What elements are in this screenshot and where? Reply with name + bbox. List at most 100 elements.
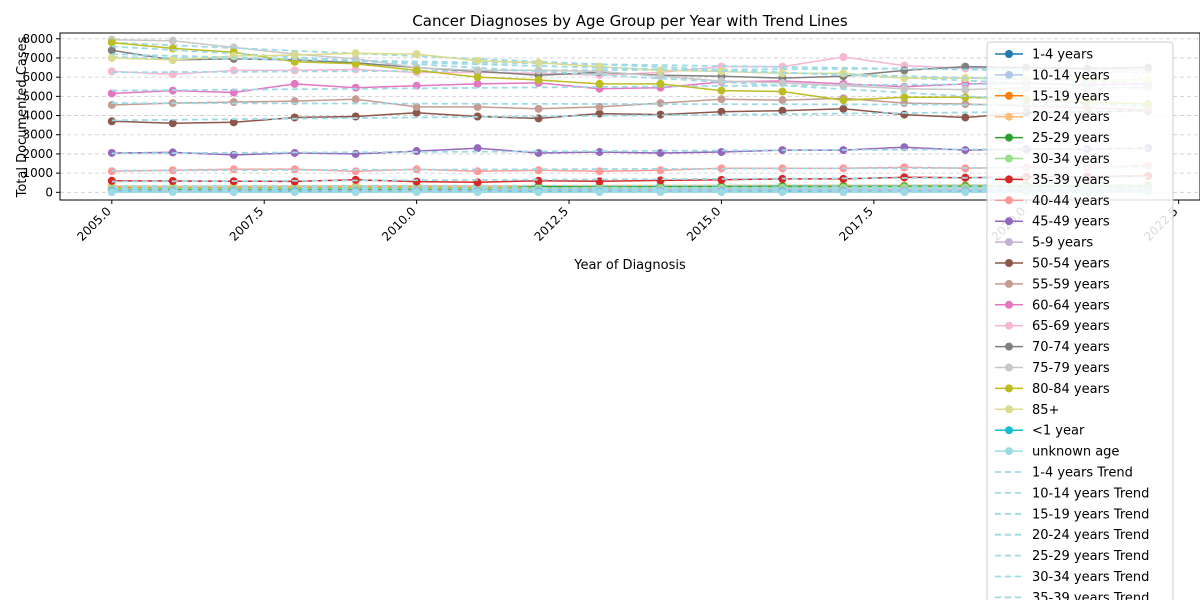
legend-label: 30-34 years	[1032, 152, 1110, 167]
legend-swatch-marker	[1005, 91, 1013, 100]
data-point	[229, 165, 238, 174]
data-point	[534, 58, 543, 67]
data-point	[351, 167, 360, 176]
trend-line	[111, 176, 1149, 183]
data-point	[534, 148, 543, 157]
y-tick-label: 1000	[22, 166, 53, 180]
legend-label: 5-9 years	[1032, 236, 1093, 251]
legend-item: 35-39 years	[995, 173, 1110, 188]
legend-swatch-marker	[1005, 363, 1013, 372]
legend-box	[986, 41, 1174, 600]
data-point	[839, 52, 848, 61]
legend-label: 65-69 years	[1032, 319, 1110, 334]
legend-label: 80-84 years	[1032, 382, 1110, 397]
legend-label: 50-54 years	[1032, 257, 1110, 272]
data-point	[717, 188, 726, 197]
legend-item: 1-4 years	[995, 48, 1093, 63]
legend-swatch-marker	[1005, 259, 1013, 267]
data-point	[534, 66, 543, 75]
legend-swatch-marker	[1005, 384, 1013, 393]
legend-label: 40-44 years	[1032, 194, 1110, 209]
data-point	[290, 66, 299, 75]
legend-label: 20-24 years Trend	[1032, 528, 1149, 543]
legend-item: 50-54 years	[995, 257, 1110, 272]
legend-item: 35-39 years Trend	[995, 591, 1149, 600]
plot-frame	[59, 32, 1200, 201]
trend-line	[111, 147, 1149, 155]
data-point	[656, 66, 665, 75]
y-tick-label: 2000	[22, 147, 53, 161]
data-point	[534, 176, 543, 185]
legend-item: 65-69 years	[995, 319, 1110, 334]
data-point	[534, 104, 543, 113]
data-point	[900, 84, 909, 93]
legend-item: 15-19 years Trend	[995, 507, 1149, 522]
legend-item: 15-19 years	[995, 89, 1110, 104]
data-point	[961, 85, 970, 94]
legend-swatch-marker	[1005, 70, 1013, 79]
data-point	[900, 66, 909, 75]
legend-swatch-marker	[1005, 405, 1013, 414]
data-point	[595, 79, 604, 88]
data-point	[107, 38, 116, 47]
legend-item: 5-9 years	[995, 236, 1093, 251]
y-tick-label: 8000	[22, 32, 53, 46]
data-point	[656, 99, 665, 108]
data-point	[595, 188, 604, 197]
data-point	[351, 49, 360, 58]
data-point	[717, 95, 726, 104]
data-point	[412, 50, 421, 59]
legend-swatch-marker	[1005, 342, 1013, 351]
data-point	[717, 107, 726, 116]
legend-swatch-marker	[1005, 50, 1013, 58]
data-point	[473, 167, 482, 176]
legend-item: 25-29 years	[995, 131, 1110, 146]
data-point	[595, 102, 604, 111]
y-axis-label: Total Documented Cases	[15, 36, 30, 198]
trend-line	[111, 102, 1149, 106]
x-axis-label: Year of Diagnosis	[573, 258, 686, 273]
data-point	[778, 106, 787, 115]
data-point	[717, 86, 726, 95]
data-point	[595, 148, 604, 157]
legend-swatch-marker	[1005, 426, 1013, 435]
legend-label: 45-49 years	[1032, 215, 1110, 230]
y-tick-label: 3000	[22, 128, 53, 142]
legend-label: 70-74 years	[1032, 340, 1110, 355]
data-point	[229, 66, 238, 75]
data-point	[168, 119, 177, 128]
data-point	[534, 188, 543, 197]
data-point	[107, 53, 116, 62]
data-point	[473, 56, 482, 65]
legend-item: 25-29 years Trend	[995, 549, 1149, 564]
legend-item: 80-84 years	[995, 382, 1110, 397]
series-group	[107, 161, 1153, 176]
trend-line	[111, 53, 1149, 84]
data-point	[656, 79, 665, 88]
legend-item: 30-34 years	[995, 152, 1110, 167]
legend-label: 85+	[1032, 403, 1059, 418]
legend-item: unknown age	[995, 445, 1119, 460]
data-point	[107, 46, 116, 55]
legend-swatch-marker	[1005, 238, 1013, 247]
data-point	[839, 104, 848, 113]
legend-item: 1-4 years Trend	[995, 466, 1133, 481]
data-point	[229, 52, 238, 61]
legend-label: 10-14 years	[1032, 68, 1110, 83]
y-axis: 0 1000 2000 3000 4000 5000 6000 7000 8000	[22, 32, 60, 199]
data-point	[229, 118, 238, 127]
legend-swatch-marker	[1005, 217, 1013, 226]
trend-line	[111, 184, 1149, 187]
legend-item: 40-44 years	[995, 194, 1110, 209]
legend-swatch-marker	[1005, 175, 1013, 184]
data-point	[900, 110, 909, 119]
data-point	[473, 79, 482, 88]
legend-label: 20-24 years	[1032, 110, 1110, 125]
trend-line	[111, 41, 1149, 90]
legend-item: 20-24 years Trend	[995, 528, 1149, 543]
legend-swatch-marker	[1005, 112, 1013, 121]
legend-item: 70-74 years	[995, 340, 1110, 355]
data-point	[107, 67, 116, 76]
data-point	[961, 93, 970, 102]
legend-label: 75-79 years	[1032, 361, 1110, 376]
